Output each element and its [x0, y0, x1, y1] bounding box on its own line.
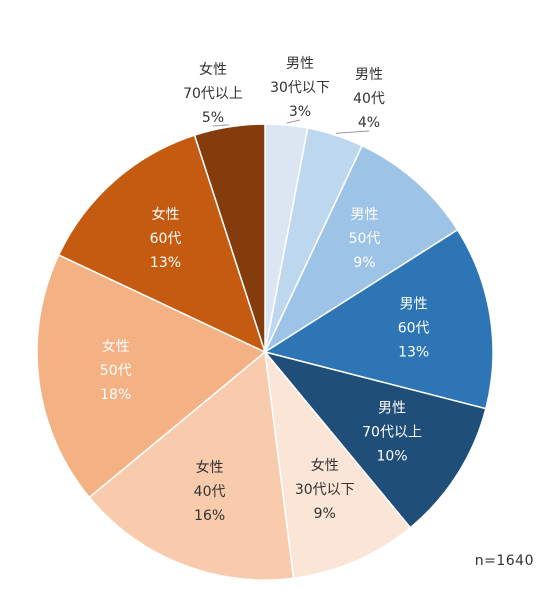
sample-size-note: n=1640 — [474, 553, 534, 569]
slice-label: 女性 40代 16% — [194, 459, 226, 524]
slice-label-line: 40代 — [194, 484, 226, 500]
pie-slice — [57, 134, 267, 354]
slice-label-line: 70代以上 — [362, 425, 422, 441]
pie-slice — [262, 350, 487, 529]
slice-label-line: 13% — [150, 255, 181, 271]
leader-lines — [212, 119, 370, 134]
leader-line — [286, 119, 301, 124]
slice-label-line: 30代以下 — [270, 80, 330, 96]
slice-label: 女性 60代 13% — [150, 206, 182, 271]
slice-label: 男性 40代 4% — [353, 67, 385, 131]
slice-label-line: 男性 — [378, 401, 406, 417]
slice-label: 男性 60代 13% — [398, 296, 430, 360]
slice-label: 男性 30代以下 3% — [270, 56, 330, 120]
slice-label-line: 16% — [194, 508, 225, 524]
slice-label-line: 女性 — [102, 338, 130, 355]
slice-label-line: 13% — [398, 344, 429, 360]
slice-labels: 男性 30代以下 3% 男性 40代 4% 男性 50代 9% 男性 60代 13% 男性 70代以上 10… — [100, 56, 430, 524]
slice-label: 女性 70代以上 5% — [183, 61, 243, 126]
slice-label: 女性 30代以下 9% — [295, 457, 355, 522]
slice-label-line: 50代 — [100, 363, 132, 379]
slice-label-line: 30代以下 — [295, 482, 355, 498]
slice-label-line: 70代以上 — [183, 86, 243, 102]
slice-label-line: 9% — [314, 506, 336, 522]
slice-label-line: 60代 — [150, 231, 182, 247]
pie-slice — [193, 123, 266, 353]
slice-label-line: 9% — [353, 255, 375, 271]
slice-label-line: 男性 — [351, 207, 379, 223]
slice-label: 女性 50代 18% — [100, 338, 132, 403]
slice-label-line: 女性 — [196, 459, 224, 476]
slice-label-line: 40代 — [353, 91, 385, 107]
slice-label-line: 男性 — [355, 67, 383, 83]
slice-label-line: 18% — [100, 387, 131, 403]
slice-label-line: 50代 — [349, 231, 381, 247]
leader-line — [336, 130, 370, 134]
leader-line — [212, 124, 230, 127]
pie-slice — [88, 350, 295, 581]
slice-label-line: 女性 — [311, 457, 339, 474]
slice-label: 男性 50代 9% — [349, 207, 381, 271]
pie-slice — [263, 228, 494, 410]
slice-label-line: 男性 — [286, 56, 314, 72]
pie-slices — [36, 123, 494, 581]
slice-label-line: 男性 — [400, 296, 428, 312]
slice-label: 男性 70代以上 10% — [362, 401, 422, 465]
slice-label-line: 女性 — [199, 61, 227, 78]
slice-label-line: 10% — [376, 449, 407, 465]
slice-label-line: 60代 — [398, 320, 430, 336]
slice-label-line: 4% — [358, 115, 380, 131]
slice-label-line: 5% — [202, 110, 224, 126]
pie-slice — [263, 144, 459, 355]
slice-label-line: 女性 — [151, 206, 179, 223]
pie-slice — [36, 253, 267, 499]
pie-slice — [263, 349, 412, 580]
slice-label-line: 3% — [289, 104, 311, 120]
